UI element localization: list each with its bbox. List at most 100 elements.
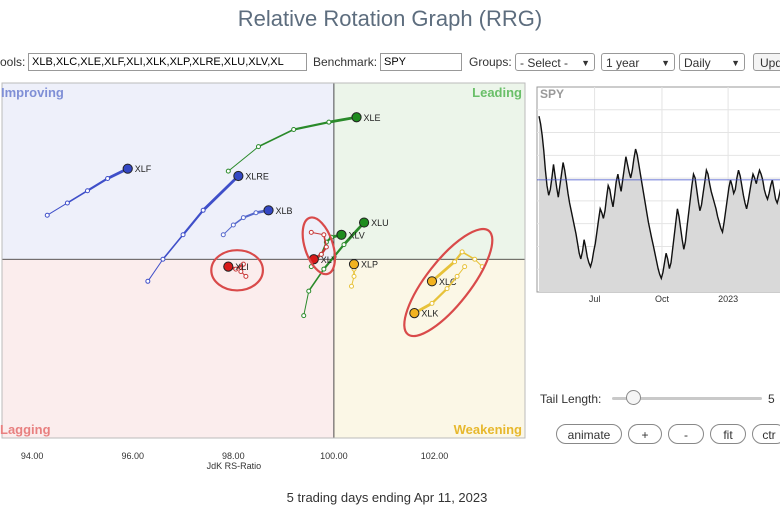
tail-xlu[interactable]: XLU xyxy=(301,217,389,319)
tail-segment xyxy=(303,290,310,317)
tail-xlc[interactable]: XLC xyxy=(426,249,485,287)
period-select[interactable]: 1 year ▼ xyxy=(601,53,675,71)
tail-segment xyxy=(86,177,109,192)
head-xlp[interactable] xyxy=(348,259,360,270)
tail-xle[interactable]: XLE xyxy=(225,112,381,174)
head-xli[interactable] xyxy=(223,261,234,272)
chevron-down-icon: ▼ xyxy=(661,58,670,68)
tail-point xyxy=(240,215,246,221)
tail-point xyxy=(255,144,261,150)
tail-segment xyxy=(181,209,205,236)
tail-segment xyxy=(446,275,458,290)
tail-segment xyxy=(46,202,68,216)
head-xlv[interactable] xyxy=(336,229,347,240)
tail-point xyxy=(349,283,355,289)
chevron-down-icon: ▼ xyxy=(581,58,590,68)
tail-point xyxy=(105,175,111,181)
tail-xlb[interactable]: XLB xyxy=(220,205,293,238)
tail-point xyxy=(220,232,226,238)
tail-point xyxy=(326,119,332,125)
tail-xlp[interactable]: XLP xyxy=(348,259,378,289)
tail-point xyxy=(454,273,460,279)
tail-point xyxy=(240,261,246,267)
groups-select[interactable]: - Select - ▼ xyxy=(515,53,595,71)
spy-price-line xyxy=(538,116,780,281)
spy-x-tick-label: Jul xyxy=(589,294,601,304)
tail-point xyxy=(318,251,324,257)
rrg-frame xyxy=(1,82,526,439)
tail-point xyxy=(84,188,90,194)
benchmark-input[interactable] xyxy=(380,53,462,71)
tail-point xyxy=(301,313,307,319)
center-button[interactable]: ctr xyxy=(752,424,780,444)
symbols-label: ools: xyxy=(0,55,26,69)
page-title: Relative Rotation Graph (RRG) xyxy=(237,6,543,31)
head-xlc[interactable] xyxy=(426,276,438,287)
rrg-chart[interactable]: Improving Leading Lagging Weakening XLE X… xyxy=(0,82,526,471)
head-xlb[interactable] xyxy=(263,205,274,216)
x-tick-label: 96.00 xyxy=(121,451,144,461)
head-xlre[interactable] xyxy=(233,170,244,182)
head-xlu[interactable] xyxy=(358,217,370,228)
tail-point xyxy=(459,249,465,255)
tail-point xyxy=(341,242,347,248)
series-label: XLP xyxy=(361,260,378,270)
tail-point xyxy=(230,222,236,228)
tail-xli[interactable]: XLI xyxy=(223,261,249,279)
quadrant-improving xyxy=(2,83,334,260)
tail-point xyxy=(306,288,312,294)
tail-point xyxy=(64,200,70,206)
tail-point xyxy=(44,212,50,218)
tail-point xyxy=(472,256,478,262)
tail-point xyxy=(233,266,239,272)
tail-point xyxy=(180,232,186,238)
highlight-ellipse xyxy=(403,227,494,338)
series-label: XLU xyxy=(371,218,389,228)
groups-select-value: - Select - xyxy=(520,56,569,70)
tail-point xyxy=(200,207,206,213)
series-label: XLV xyxy=(348,230,364,240)
tail-point xyxy=(308,229,314,235)
zoom-out-button[interactable]: - xyxy=(668,424,704,444)
spy-area xyxy=(539,116,780,292)
tail-xlre[interactable]: XLRE xyxy=(145,170,269,284)
tail-length-label: Tail Length: xyxy=(540,392,602,406)
spy-x-tick-label: Oct xyxy=(655,294,670,304)
spy-chart: SPY Jul Oct 2023 xyxy=(536,86,780,304)
spy-x-tick-label: 2023 xyxy=(718,294,738,304)
series-label: XLC xyxy=(439,277,457,287)
interval-select[interactable]: Daily ▼ xyxy=(679,53,745,71)
tail-point xyxy=(429,300,435,306)
tail-segment xyxy=(430,287,449,305)
x-tick-label: 94.00 xyxy=(21,451,44,461)
tail-point xyxy=(160,256,166,262)
tail-point xyxy=(462,264,468,270)
footer-caption: 5 trading days ending Apr 11, 2023 xyxy=(286,490,488,505)
zoom-in-button[interactable]: + xyxy=(628,424,662,444)
symbols-input[interactable] xyxy=(28,53,307,71)
tail-xlf[interactable]: XLF xyxy=(44,163,152,218)
tail-length-slider-handle[interactable] xyxy=(626,390,641,405)
series-label: XLI xyxy=(235,262,249,272)
animate-button[interactable]: animate xyxy=(556,424,622,444)
tail-point xyxy=(452,259,458,265)
tail-xlk[interactable]: XLK xyxy=(409,264,468,319)
chevron-down-icon: ▼ xyxy=(731,58,740,68)
fit-button[interactable]: fit xyxy=(710,424,746,444)
tail-segment xyxy=(292,121,330,131)
groups-label: Groups: xyxy=(469,55,512,69)
tail-length-track[interactable] xyxy=(612,397,762,400)
head-xle[interactable] xyxy=(351,112,362,123)
head-xlk[interactable] xyxy=(409,308,420,319)
tail-segment xyxy=(257,128,295,148)
quadrant-label-improving: Improving xyxy=(1,85,64,100)
tail-xly[interactable]: XLY xyxy=(308,229,337,265)
head-xlf[interactable] xyxy=(122,163,133,174)
quadrant-label-lagging: Lagging xyxy=(0,422,51,437)
update-button[interactable]: Upd xyxy=(753,53,780,71)
tail-segment xyxy=(147,258,164,282)
tail-point xyxy=(351,273,357,279)
tail-point xyxy=(243,273,249,279)
period-select-value: 1 year xyxy=(606,56,640,70)
